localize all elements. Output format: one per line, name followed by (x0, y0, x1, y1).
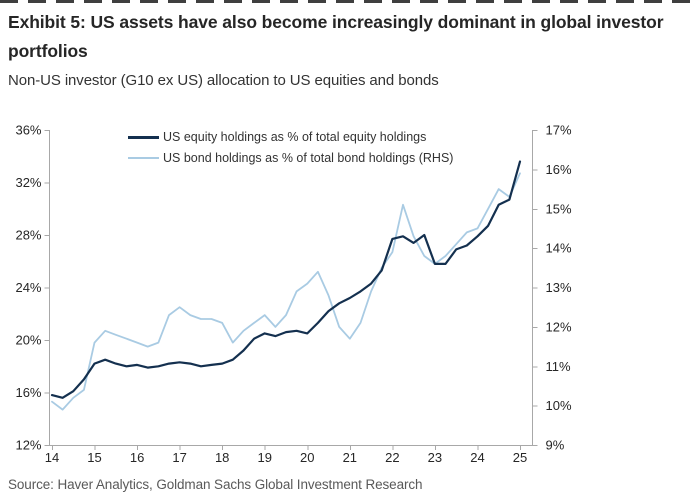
bond-series-line (51, 172, 521, 411)
legend-item-equity: US equity holdings as % of total equity … (128, 130, 426, 144)
left-axis-tick-label: 36% (15, 123, 41, 138)
right-axis-tick-label: 10% (546, 398, 572, 413)
x-axis-tick-label: 17 (172, 450, 186, 465)
right-axis-tick-label: 9% (546, 438, 565, 453)
x-axis-tick-label: 24 (470, 450, 484, 465)
right-axis-tick-label: 16% (546, 162, 572, 177)
right-axis-tick-label: 17% (546, 123, 572, 138)
right-axis-tick-label: 11% (546, 359, 571, 374)
x-axis-tick-label: 19 (257, 450, 271, 465)
right-axis-tick-label: 15% (546, 201, 572, 216)
left-axis-tick-label: 12% (15, 438, 41, 453)
left-axis-tick-label: 32% (15, 175, 41, 190)
top-dashed-divider (0, 0, 690, 3)
right-axis-tick-label: 13% (546, 280, 572, 295)
left-axis-tick-label: 20% (15, 333, 41, 348)
right-axis-tick-label: 12% (546, 319, 572, 334)
legend-label-bond: US bond holdings as % of total bond hold… (163, 151, 454, 165)
chart-header: Exhibit 5: US assets have also become in… (8, 8, 684, 89)
left-axis-tick-label: 28% (15, 228, 41, 243)
x-axis-tick-label: 20 (300, 450, 314, 465)
source-attribution: Source: Haver Analytics, Goldman Sachs G… (8, 477, 423, 492)
left-axis-tick-label: 16% (15, 385, 41, 400)
equity-series-line (50, 160, 522, 399)
right-axis-tick-label: 14% (546, 241, 572, 256)
left-axis-tick-label: 24% (15, 280, 41, 295)
x-axis-tick-label: 18 (215, 450, 229, 465)
x-axis-tick-label: 16 (130, 450, 144, 465)
x-axis-tick-label: 25 (513, 450, 527, 465)
x-axis-tick-label: 22 (385, 450, 399, 465)
exhibit-title: Exhibit 5: US assets have also become in… (8, 12, 664, 62)
x-axis-tick-label: 23 (428, 450, 442, 465)
x-axis-tick-label: 14 (45, 450, 59, 465)
x-axis-tick-label: 21 (343, 450, 357, 465)
x-axis-tick-label: 15 (87, 450, 101, 465)
bond-line-swatch-icon (128, 157, 159, 159)
legend-item-bond: US bond holdings as % of total bond hold… (128, 151, 453, 165)
exhibit-subtitle: Non-US investor (G10 ex US) allocation t… (8, 71, 439, 89)
equity-line-swatch-icon (128, 135, 159, 139)
legend-label-equity: US equity holdings as % of total equity … (163, 130, 427, 144)
